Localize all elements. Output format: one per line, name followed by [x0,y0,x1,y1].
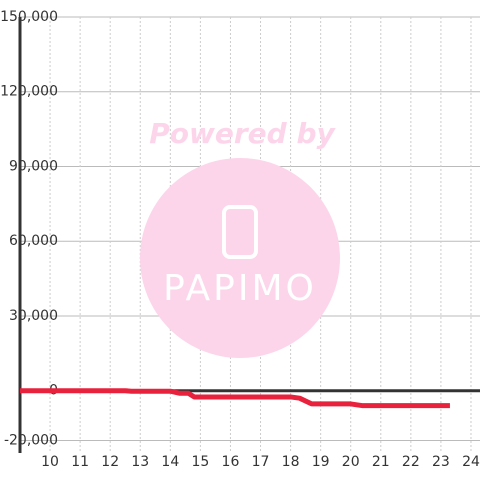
x-tick-label: 14 [161,454,179,470]
x-tick-label: 17 [252,454,270,470]
y-tick-label: 120,000 [0,84,58,100]
x-tick-label: 19 [312,454,330,470]
x-tick-label: 21 [372,454,390,470]
line [20,388,450,409]
y-tick-label: 90,000 [9,158,58,174]
watermark-phone [222,205,258,259]
x-tick-label: 11 [71,454,89,470]
x-tick-label: 16 [222,454,240,470]
y-tick-label: -20,000 [4,433,58,449]
x-tick-label: 24 [462,454,480,470]
x-tick-label: 15 [191,454,209,470]
x-tick-label: 23 [432,454,450,470]
y-tick-label: 30,000 [9,308,58,324]
watermark: Powered by PAPIMO [140,117,340,358]
x-tick-label: 20 [342,454,360,470]
x-tick-label: 22 [402,454,420,470]
watermark-title: Powered by [149,117,336,150]
x-tick-label: 10 [41,454,59,470]
watermark-brand: PAPIMO [163,268,317,309]
x-tick-label: 18 [282,454,300,470]
y-tick-label: 60,000 [9,233,58,249]
x-tick-label: 13 [131,454,149,470]
x-tick-label: 12 [101,454,119,470]
y-tick-label: 150,000 [0,9,58,25]
